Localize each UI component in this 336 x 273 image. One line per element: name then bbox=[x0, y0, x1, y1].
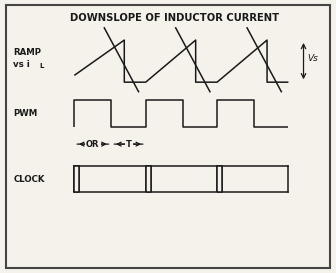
Bar bbox=[217, 166, 222, 192]
Text: Vs: Vs bbox=[307, 54, 319, 63]
Text: CLOCK: CLOCK bbox=[13, 175, 45, 184]
Text: OR: OR bbox=[86, 140, 99, 149]
Text: T: T bbox=[126, 140, 131, 149]
Text: L: L bbox=[39, 63, 44, 69]
Text: PWM: PWM bbox=[13, 109, 38, 118]
Text: vs i: vs i bbox=[13, 60, 30, 69]
Bar bbox=[74, 166, 79, 192]
Text: DOWNSLOPE OF INDUCTOR CURRENT: DOWNSLOPE OF INDUCTOR CURRENT bbox=[70, 13, 279, 23]
Bar bbox=[146, 166, 151, 192]
Text: RAMP: RAMP bbox=[13, 48, 41, 57]
